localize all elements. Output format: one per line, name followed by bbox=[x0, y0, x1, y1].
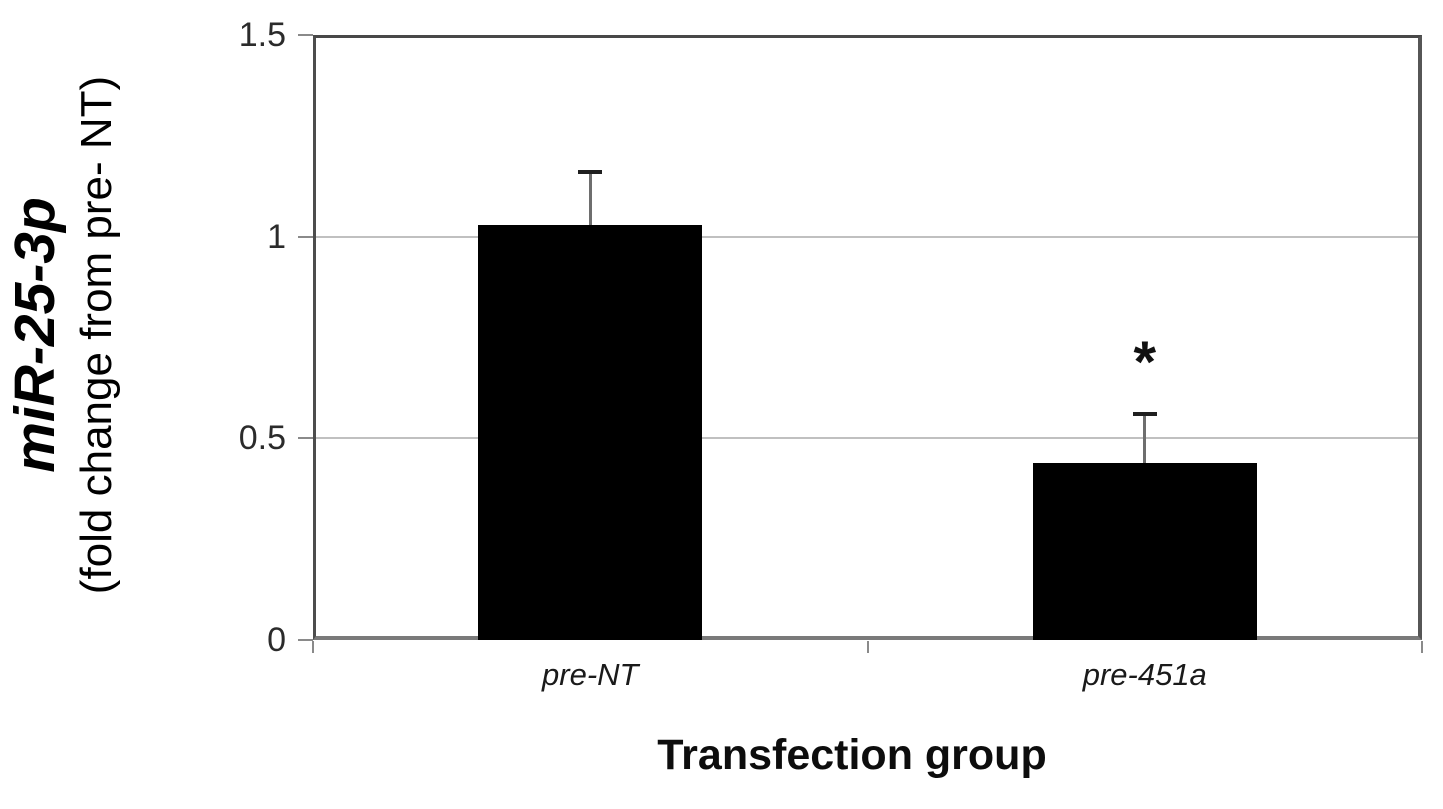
error-bar-stem bbox=[1143, 414, 1146, 463]
y-axis-title: miR-25-3p (fold change from pre- NT) bbox=[2, 5, 172, 665]
bar bbox=[478, 225, 702, 640]
plot-area bbox=[313, 35, 1422, 640]
error-bar-stem bbox=[589, 172, 592, 225]
y-axis-title-subtitle: (fold change from pre- NT) bbox=[72, 75, 121, 595]
gridline bbox=[316, 235, 1418, 238]
significance-asterisk: * bbox=[1133, 330, 1157, 395]
bar bbox=[1033, 463, 1257, 640]
x-axis-tick bbox=[1421, 641, 1423, 653]
y-axis-tick bbox=[298, 437, 313, 440]
y-axis-title-gene: miR-25-3p bbox=[3, 197, 67, 473]
x-axis-tick bbox=[866, 641, 869, 653]
x-axis-tick bbox=[312, 641, 314, 653]
y-axis-tick bbox=[298, 639, 313, 641]
gridline bbox=[316, 437, 1418, 440]
y-tick-label: 0 bbox=[267, 621, 286, 659]
y-tick-label: 1.5 bbox=[238, 16, 286, 54]
x-category-label: pre-NT bbox=[542, 657, 639, 692]
y-tick-label: 0.5 bbox=[238, 419, 286, 458]
y-axis-tick bbox=[298, 34, 313, 36]
y-tick-label: 1 bbox=[267, 217, 286, 256]
y-axis-tick bbox=[298, 235, 313, 238]
error-bar-cap bbox=[1133, 412, 1157, 416]
x-axis-title: Transfection group bbox=[657, 731, 1047, 779]
error-bar-cap bbox=[578, 170, 602, 174]
x-category-label: pre-451a bbox=[1082, 657, 1207, 692]
